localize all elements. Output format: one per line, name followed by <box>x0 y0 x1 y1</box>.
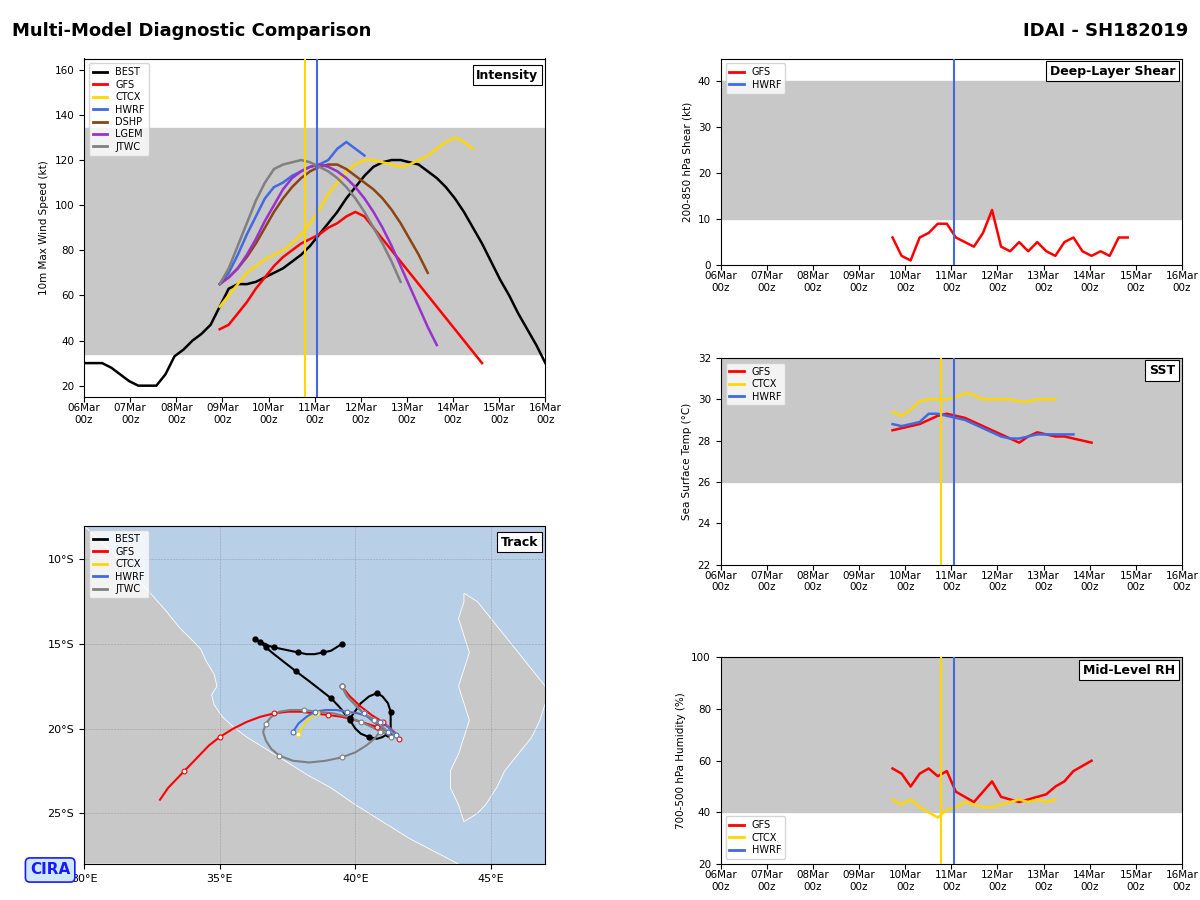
Legend: BEST, GFS, CTCX, HWRF, JTWC: BEST, GFS, CTCX, HWRF, JTWC <box>89 530 149 598</box>
Text: IDAI - SH182019: IDAI - SH182019 <box>1022 22 1188 40</box>
Bar <box>721 760 1182 813</box>
Bar <box>721 127 1182 173</box>
Legend: GFS, HWRF: GFS, HWRF <box>726 63 785 94</box>
Bar <box>721 358 1182 400</box>
Bar <box>721 658 1182 709</box>
Y-axis label: Sea Surface Temp (°C): Sea Surface Temp (°C) <box>682 402 692 520</box>
Bar <box>721 441 1182 482</box>
Legend: GFS, CTCX, HWRF: GFS, CTCX, HWRF <box>726 363 785 406</box>
Polygon shape <box>450 593 545 822</box>
Text: Mid-Level RH: Mid-Level RH <box>1082 663 1175 677</box>
Bar <box>721 173 1182 219</box>
Y-axis label: 700-500 hPa Humidity (%): 700-500 hPa Humidity (%) <box>676 692 685 829</box>
Bar <box>721 400 1182 441</box>
Text: Deep-Layer Shear: Deep-Layer Shear <box>1050 65 1175 77</box>
Bar <box>721 709 1182 760</box>
Bar <box>84 214 545 286</box>
Y-axis label: 10m Max Wind Speed (kt): 10m Max Wind Speed (kt) <box>38 160 49 295</box>
Text: Track: Track <box>500 536 539 549</box>
Bar <box>84 286 545 354</box>
Bar <box>84 129 545 214</box>
Legend: GFS, CTCX, HWRF: GFS, CTCX, HWRF <box>726 816 785 860</box>
Text: Multi-Model Diagnostic Comparison: Multi-Model Diagnostic Comparison <box>12 22 371 40</box>
Bar <box>721 81 1182 127</box>
Text: Intensity: Intensity <box>476 68 539 82</box>
Legend: BEST, GFS, CTCX, HWRF, DSHP, LGEM, JTWC: BEST, GFS, CTCX, HWRF, DSHP, LGEM, JTWC <box>89 63 149 156</box>
Y-axis label: 200-850 hPa Shear (kt): 200-850 hPa Shear (kt) <box>683 102 692 222</box>
Text: SST: SST <box>1148 364 1175 377</box>
Text: CIRA: CIRA <box>30 862 71 878</box>
Polygon shape <box>84 526 458 864</box>
